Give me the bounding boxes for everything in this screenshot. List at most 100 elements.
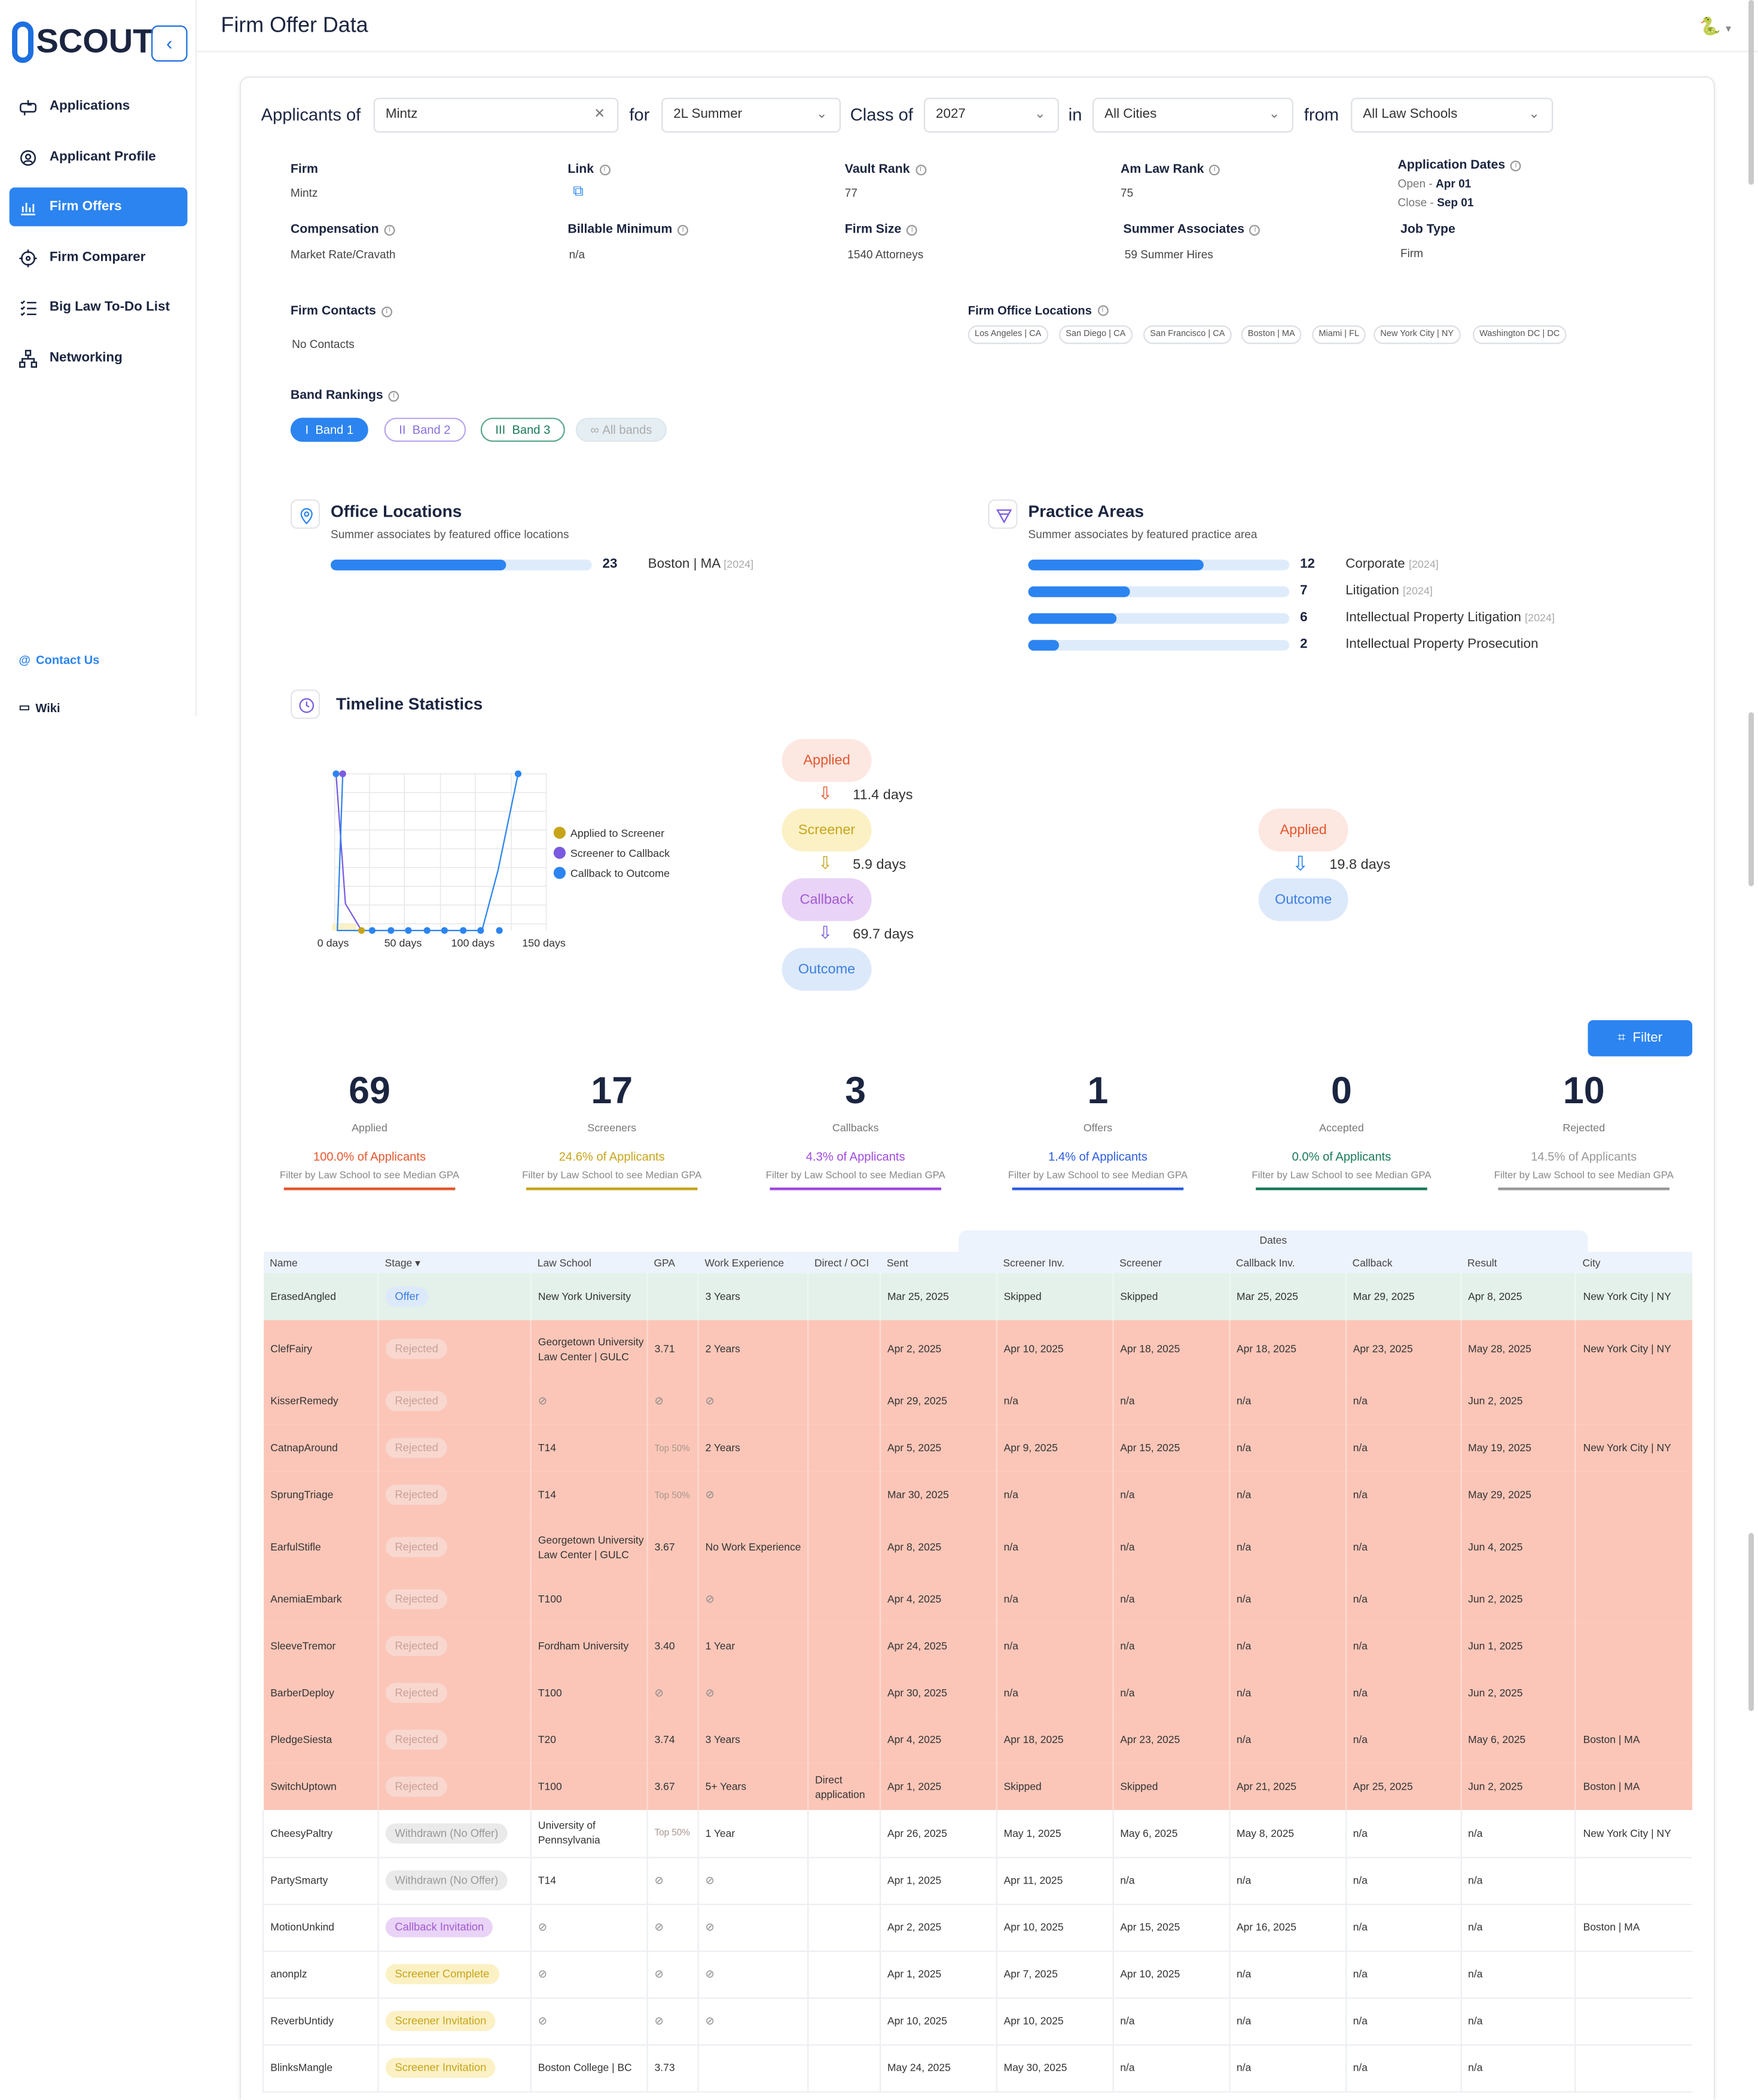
info-icon[interactable]: i — [381, 306, 392, 317]
table-row[interactable]: ClefFairy Rejected Georgetown University L… — [262, 1320, 1693, 1378]
sidebar-item-networking[interactable]: Networking — [10, 338, 188, 377]
info-icon[interactable]: i — [907, 224, 918, 235]
cell-text: n/a — [1120, 1687, 1135, 1699]
program-select[interactable]: 2L Summer ⌄ — [661, 97, 841, 133]
table-row[interactable]: PartySmarty Withdrawn (No Offer) T14 ⊘ ⊘ Apr … — [262, 1857, 1693, 1904]
table-cell — [807, 1810, 880, 1858]
table-cell: Fordham University — [530, 1622, 648, 1670]
office-count: 23 — [602, 557, 618, 572]
band-2-button[interactable]: II Band 2 — [384, 417, 466, 442]
table-cell: ClefFairy — [262, 1320, 379, 1378]
table-cell: n/a — [1228, 1997, 1346, 2046]
sidebar-item-firm-comparer[interactable]: Firm Comparer — [10, 239, 188, 277]
contact-us-link[interactable]: @ Contact Us — [19, 654, 99, 667]
class-year-value: 2027 — [936, 107, 966, 122]
table-cell: Apr 5, 2025 — [879, 1424, 997, 1472]
class-year-select[interactable]: 2027 ⌄ — [923, 97, 1060, 133]
table-row[interactable]: ReverbUntidy Screener Invitation ⊘ ⊘ ⊘ Apr 10… — [262, 1997, 1693, 2046]
info-icon[interactable]: i — [599, 164, 610, 175]
table-cell: n/a — [1228, 1951, 1346, 1998]
table-row[interactable]: AnemiaEmbark Rejected T100 ⊘ Apr 4, 2025 n/a n… — [262, 1576, 1693, 1623]
practice-areas-title: Practice Areas — [1028, 502, 1144, 521]
info-icon[interactable]: i — [388, 390, 399, 401]
city-select[interactable]: All Cities ⌄ — [1092, 97, 1293, 133]
column-header[interactable]: Stage ▾ — [378, 1252, 531, 1274]
cell-text: Fordham University — [538, 1640, 629, 1652]
table-row[interactable]: SwitchUptown Rejected T100 3.67 5+ Years Dire… — [262, 1763, 1693, 1811]
law-school-select[interactable]: All Law Schools ⌄ — [1351, 97, 1553, 133]
billable-minimum-label: Billable Minimum i — [567, 222, 689, 237]
table-cell: Jun 2, 2025 — [1460, 1377, 1576, 1425]
cell-text: Apr 21, 2025 — [1237, 1780, 1297, 1793]
practice-label: Intellectual Property Litigation [2024] — [1345, 610, 1555, 625]
table-cell: 3 Years — [697, 1716, 808, 1763]
table-row[interactable]: MotionUnkind Callback Invitation ⊘ ⊘ ⊘ Apr 2,… — [262, 1903, 1693, 1952]
clear-icon[interactable]: ✕ — [594, 107, 606, 122]
sidebar-item-applicant-profile[interactable]: Applicant Profile — [10, 138, 188, 177]
all-bands-button[interactable]: ∞ All bands — [575, 417, 667, 442]
checklist-icon — [20, 300, 36, 316]
table-row[interactable]: EarfulStifle Rejected Georgetown Universit… — [262, 1518, 1693, 1576]
table-row[interactable]: PledgeSiesta Rejected T20 3.74 3 Years Apr 4,… — [262, 1716, 1693, 1763]
collapse-sidebar-button[interactable]: ‹ — [151, 25, 188, 62]
info-icon[interactable]: i — [1510, 160, 1522, 171]
table-cell: PartySmarty — [262, 1857, 379, 1904]
scrollbar-thumb[interactable] — [1748, 0, 1754, 185]
hidden-eye-icon: ⊘ — [705, 1874, 715, 1887]
info-icon[interactable]: i — [1097, 305, 1108, 316]
firm-select[interactable]: Mintz ✕ — [373, 97, 619, 133]
info-icon[interactable]: i — [1250, 224, 1260, 235]
table-row[interactable]: BarberDeploy Rejected T100 ⊘ ⊘ Apr 30, 2025 n/… — [262, 1669, 1693, 1717]
user-avatar-menu[interactable]: 🐍 ▾ — [1699, 16, 1731, 38]
cell-text: PledgeSiesta — [270, 1733, 332, 1746]
flow-applied-pill: Applied — [1258, 808, 1348, 852]
sort-down-icon[interactable]: ▾ — [412, 1256, 420, 1269]
table-cell: Jun 2, 2025 — [1460, 1763, 1576, 1811]
sidebar-item-big-law-to-do-list[interactable]: Big Law To-Do List — [10, 288, 188, 326]
table-cell: ⊘ — [697, 1669, 808, 1717]
flow-outcome-pill: Outcome — [782, 948, 872, 991]
legend-label: Callback to Outcome — [570, 868, 670, 880]
cell-text: 3.73 — [654, 2062, 675, 2074]
table-row[interactable]: CheesyPaltry Withdrawn (No Offer) Universi… — [262, 1810, 1693, 1858]
hidden-eye-icon: ⊘ — [654, 1968, 664, 1980]
table-cell: n/a — [1112, 1622, 1229, 1670]
table-row[interactable]: KisserRemedy Rejected ⊘ ⊘ ⊘ Apr 29, 2025 n/a n/… — [262, 1377, 1693, 1425]
table-cell — [1575, 2044, 1693, 2092]
sidebar-item-applications[interactable]: Applications — [10, 87, 188, 126]
table-row[interactable]: BlinksMangle Screener Invitation Boston Co… — [262, 2044, 1693, 2092]
sidebar-item-firm-offers[interactable]: Firm Offers — [9, 187, 188, 227]
legend-label: Screener to Callback — [570, 847, 670, 859]
info-icon[interactable]: i — [915, 164, 926, 175]
table-cell: New York City | NY — [1575, 1810, 1693, 1858]
scout-logo[interactable]: SCOUT — [12, 21, 153, 63]
table-row[interactable]: SleeveTremor Rejected Fordham University 3.… — [262, 1622, 1693, 1670]
hidden-eye-icon: ⊘ — [705, 2014, 715, 2027]
filter-button[interactable]: ⌗ Filter — [1588, 1020, 1693, 1057]
table-cell — [807, 1622, 880, 1670]
scrollbar-thumb[interactable] — [1748, 712, 1754, 887]
table-row[interactable]: ErasedAngled Offer New York University 3 Ye… — [262, 1273, 1693, 1320]
table-row[interactable]: CatnapAround Rejected T14 Top 50% 2 Years Apr… — [262, 1424, 1693, 1472]
external-link-icon[interactable]: ⧉ — [573, 183, 584, 200]
cell-text: 2 Years — [705, 1442, 740, 1454]
info-icon[interactable]: i — [384, 224, 395, 235]
cell-text: n/a — [1353, 1442, 1368, 1454]
table-cell: Screener Complete — [377, 1951, 531, 1998]
info-icon[interactable]: i — [1209, 164, 1220, 175]
cell-text: New York City | NY — [1583, 1827, 1671, 1839]
scrollbar-thumb[interactable] — [1748, 1533, 1754, 1711]
cell-text: May 8, 2025 — [1237, 1827, 1295, 1839]
table-row[interactable]: anonplz Screener Complete ⊘ ⊘ ⊘ Apr 1, 2025 Ap… — [262, 1951, 1693, 1998]
table-cell: n/a — [1345, 1377, 1461, 1425]
table-cell: n/a — [1345, 1716, 1461, 1763]
table-row[interactable]: SprungTriage Rejected T14 Top 50% ⊘ Mar 30, 2… — [262, 1471, 1693, 1519]
band-1-button[interactable]: I Band 1 — [290, 417, 368, 442]
table-cell: n/a — [1112, 1471, 1229, 1519]
cell-text: Apr 15, 2025 — [1120, 1921, 1180, 1934]
cell-text: Apr 9, 2025 — [1003, 1442, 1058, 1454]
wiki-link[interactable]: ▭ Wiki — [19, 700, 60, 715]
table-cell — [807, 1903, 880, 1952]
info-icon[interactable]: i — [677, 224, 689, 235]
band-3-button[interactable]: III Band 3 — [480, 417, 565, 442]
